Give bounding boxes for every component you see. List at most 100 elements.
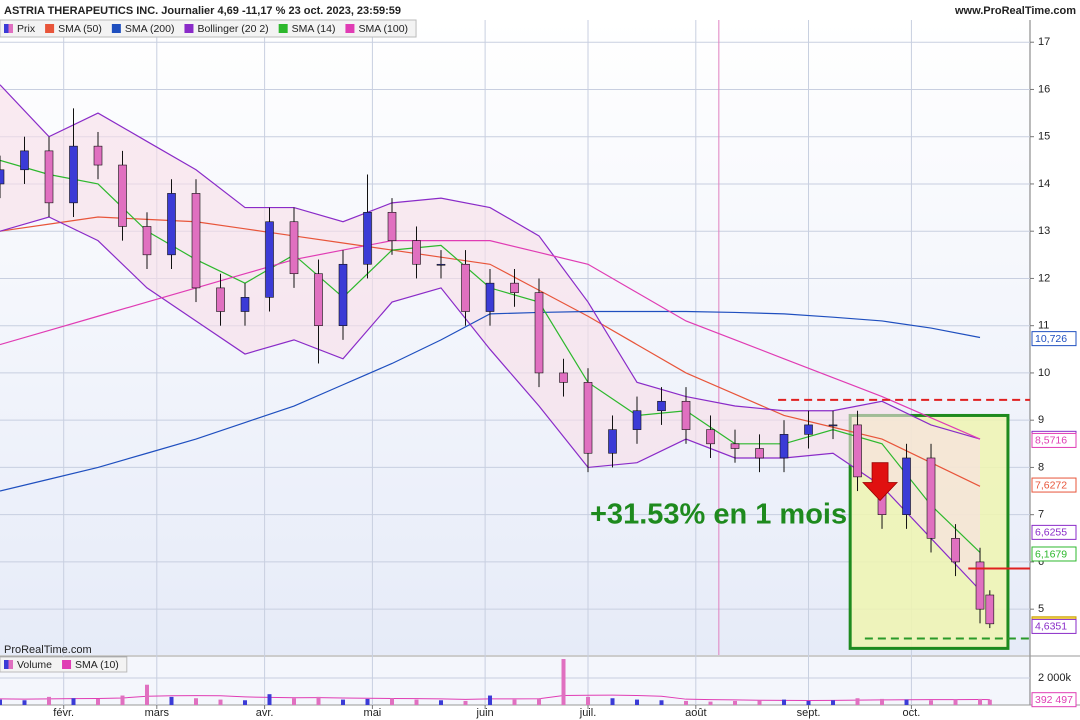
candle-body (985, 594, 995, 625)
source: www.ProRealTime.com (954, 5, 1076, 17)
legend-bar (0, 19, 417, 38)
volume-bar (22, 700, 27, 705)
legend-swatch (8, 660, 13, 669)
x-tick-label: juil. (579, 707, 597, 719)
volume-bar (880, 698, 885, 705)
candle-body (363, 211, 372, 265)
volume-bar (96, 698, 101, 705)
legend-swatch (184, 24, 194, 33)
volume-bar (390, 698, 395, 705)
y-tick-label: 5 (1038, 603, 1044, 615)
volume-bar (194, 698, 199, 705)
candle-body (510, 282, 519, 293)
sma-line (0, 216, 981, 487)
volume-panel (0, 657, 1030, 705)
volume-bar (635, 699, 640, 705)
candle-body (118, 164, 127, 227)
legend-label: SMA (14) (292, 23, 336, 35)
volume-bar (904, 699, 909, 705)
x-tick-label: sept. (797, 707, 821, 719)
candle-body (681, 400, 691, 430)
candle-body (142, 226, 152, 256)
legend-swatch (8, 24, 13, 33)
last-value-box (1031, 432, 1077, 448)
legend-label: Volume (17, 659, 52, 671)
y-tick-label: 6 (1038, 556, 1044, 568)
volume-bar (978, 698, 983, 705)
candle-body (461, 263, 470, 312)
volume-bar (831, 700, 836, 705)
volume-bar (610, 698, 615, 705)
x-tick-label: août (685, 707, 706, 719)
volume-bar (953, 699, 958, 705)
candle-body (240, 297, 250, 312)
chart-title: ASTRIA THERAPEUTICS INC. Journalier 4,69… (4, 5, 401, 17)
candle-body (69, 145, 78, 204)
volume-bar (561, 659, 566, 705)
candle-body (0, 169, 5, 185)
candle-body (828, 424, 838, 427)
candle-body (167, 193, 176, 256)
volume-bar (439, 700, 444, 705)
y-tick-label: 16 (1038, 83, 1050, 95)
volume-bar (537, 698, 542, 705)
last-value-box (1031, 524, 1077, 540)
y-tick-label: 8 (1038, 461, 1044, 473)
x-tick-label: mars (145, 707, 170, 719)
annotation: +31.53% en 1 mois (590, 499, 847, 531)
x-tick-label: mai (364, 707, 382, 719)
candle-body (632, 410, 642, 430)
volume-bar (267, 694, 272, 705)
volume-bar (71, 698, 76, 705)
last-value-label: 4,6351 (1035, 621, 1067, 633)
candle-body (853, 424, 862, 478)
volume-bar (684, 700, 689, 705)
candle-body (191, 193, 201, 289)
legend-swatch (111, 24, 121, 33)
candle-body (93, 145, 103, 166)
last-value-box (1031, 331, 1077, 347)
candle-body (657, 400, 666, 412)
volume-bar (120, 695, 125, 705)
candle-body (902, 457, 911, 515)
watermark: ProRealTime.com (4, 644, 92, 656)
last-value-box (1031, 692, 1077, 708)
legend-swatch (345, 24, 355, 33)
legend-swatch (45, 24, 55, 33)
volume-bar (341, 699, 346, 705)
volume-bar (987, 699, 992, 705)
candle-body (559, 372, 568, 383)
volume-bar (659, 700, 664, 705)
last-value-label: 7,6272 (1035, 479, 1067, 491)
volume-bar (782, 699, 787, 705)
volume-bar (586, 696, 591, 705)
volume-bar (512, 699, 517, 705)
volume-bar (414, 699, 419, 705)
volume-bar (463, 700, 468, 705)
x-tick-label: avr. (256, 707, 274, 719)
volume-bar (365, 698, 370, 705)
last-value-label: 392 497 (1035, 694, 1073, 706)
y-tick-label: 14 (1038, 178, 1050, 190)
volume-bar (929, 700, 934, 705)
bollinger-upper (0, 84, 981, 440)
volume-bar (316, 696, 321, 705)
candle-body (804, 424, 813, 435)
volume-bar (145, 684, 150, 705)
candle-body (926, 457, 936, 539)
candle-body (314, 273, 323, 326)
sma-line (0, 240, 981, 440)
y-tick-label: 13 (1038, 225, 1050, 237)
bollinger-lower (0, 216, 981, 591)
legend-label: Prix (17, 23, 36, 35)
volume-bar (757, 700, 762, 705)
volume-bar (243, 700, 248, 705)
volume-bar (169, 696, 174, 705)
candle-body (975, 561, 985, 610)
volume-bar (855, 698, 860, 705)
last-value-label: 8,5716 (1035, 435, 1067, 447)
legend-label: SMA (200) (125, 23, 175, 35)
candle-body (608, 429, 617, 454)
volume-sma (0, 694, 990, 702)
volume-bar (488, 695, 493, 705)
